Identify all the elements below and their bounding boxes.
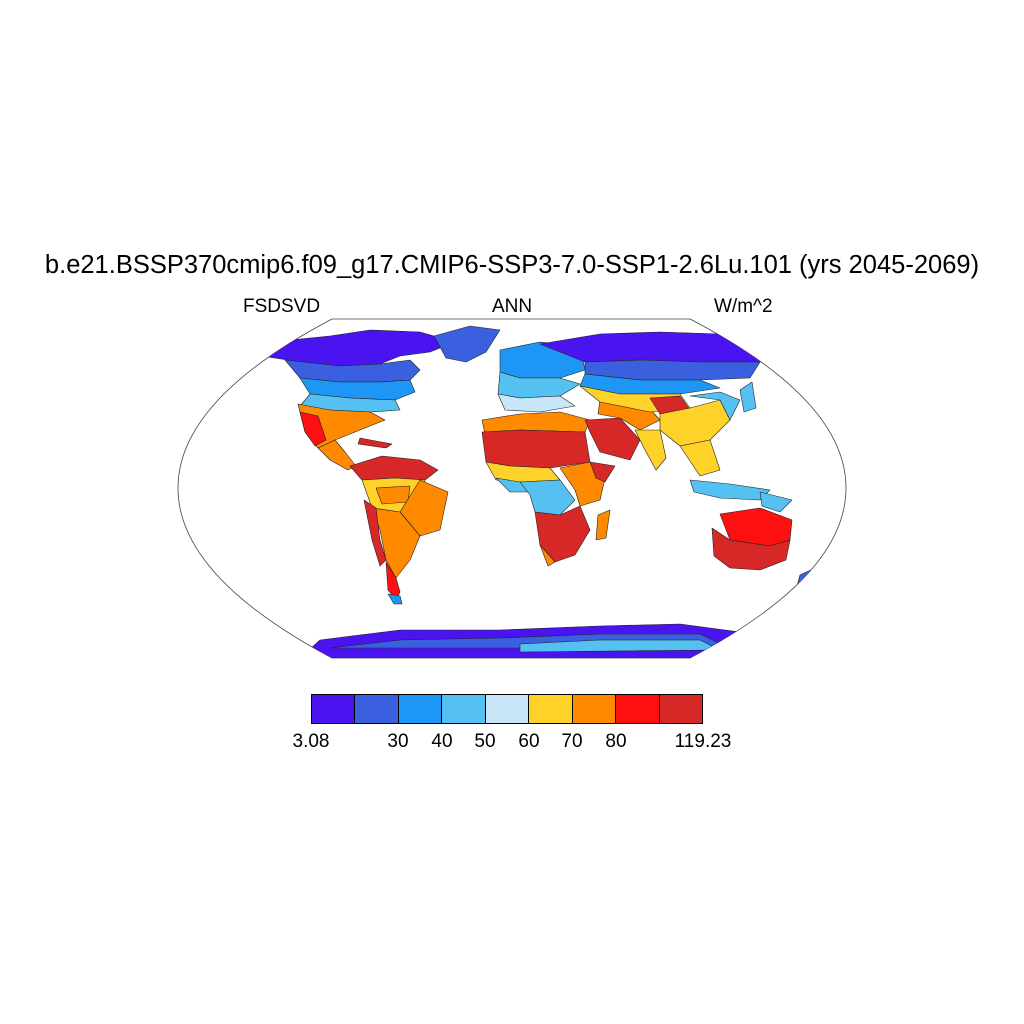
amazon-core xyxy=(375,485,411,505)
papua xyxy=(759,491,793,513)
patagonia-tip xyxy=(387,593,403,605)
indonesia xyxy=(689,479,771,501)
colorbar-box xyxy=(442,695,486,723)
colorbar-box xyxy=(659,695,702,723)
colorbar-label: 30 xyxy=(387,731,409,752)
sahara xyxy=(481,429,591,469)
andes xyxy=(363,499,387,567)
colorbar-box xyxy=(485,695,530,723)
colorbar-label: 3.08 xyxy=(292,731,330,752)
brazil-east xyxy=(399,479,449,537)
southeast-asia xyxy=(679,439,721,477)
colorbar-box xyxy=(616,695,660,723)
south-america-south xyxy=(371,507,421,579)
plot-title: b.e21.BSSP370cmip6.f09_g17.CMIP6-SSP3-7.… xyxy=(44,251,980,279)
europe-south xyxy=(497,393,576,413)
colorbar-label: 60 xyxy=(518,731,540,752)
colorbar-box xyxy=(398,695,443,723)
antarctica-plateau xyxy=(519,639,721,653)
south-africa-tip xyxy=(539,544,556,567)
colorbar-box xyxy=(529,695,573,723)
east-asia xyxy=(689,391,741,421)
colorbar xyxy=(311,694,703,724)
horn-of-africa xyxy=(589,461,616,483)
units-label: W/m^2 xyxy=(714,296,773,317)
colorbar-label: 119.23 xyxy=(674,731,732,752)
australia-interior xyxy=(711,527,791,571)
madagascar xyxy=(595,509,611,541)
season-label: ANN xyxy=(491,296,533,317)
colorbar-box xyxy=(312,695,356,723)
colorbar-label: 80 xyxy=(605,731,627,752)
colorbar-label: 50 xyxy=(474,731,496,752)
colorbar-label: 70 xyxy=(561,731,583,752)
china xyxy=(659,399,731,447)
greenland xyxy=(433,325,501,363)
india xyxy=(634,429,667,471)
japan xyxy=(739,381,757,413)
southwest-us xyxy=(299,411,327,447)
colorbar-box xyxy=(572,695,617,723)
caribbean xyxy=(357,437,393,449)
colorbar-box xyxy=(355,695,399,723)
colorbar-label: 40 xyxy=(431,731,453,752)
variable-label: FSDSVD xyxy=(243,296,321,317)
